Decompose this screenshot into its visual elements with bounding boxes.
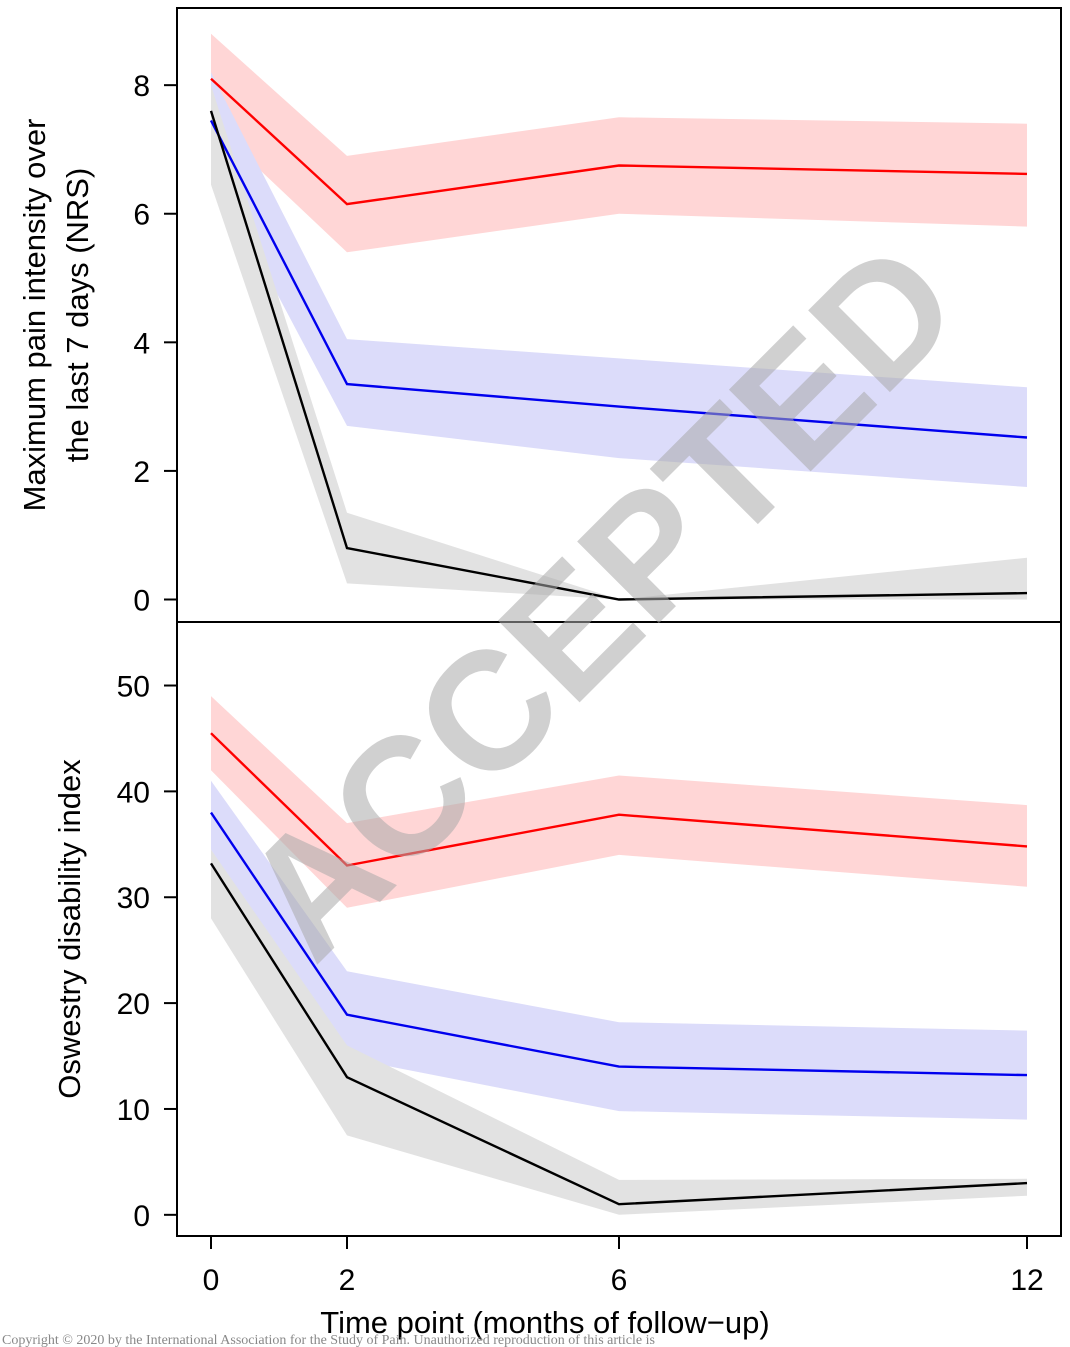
x-axis: 0 2 6 12 [203, 1235, 1044, 1297]
series-line-1 [209, 119, 1028, 439]
series-line-1 [210, 811, 1028, 1077]
series-line-2 [209, 110, 1028, 601]
x-axis-title: Time point (months of follow−up) [320, 1305, 769, 1340]
series-line-2 [209, 862, 1028, 1206]
y-axis-title: the last 7 days (NRS) [60, 168, 95, 463]
y-tick-label: 20 [117, 988, 150, 1021]
y-tick-label: 0 [133, 584, 150, 617]
ci-band-series-2 [211, 849, 1027, 1215]
y-tick-label: 50 [117, 671, 150, 704]
y-tick-label: 4 [133, 327, 150, 360]
y-tick-label: 6 [133, 199, 150, 232]
pain-intensity-panel: 0 2 4 6 8 Maximum pain intensity over the last… [17, 7, 1062, 623]
ci-band-series-1 [211, 72, 1027, 488]
series-line-0 [210, 732, 1028, 867]
y-tick-label: 0 [133, 1200, 150, 1233]
ci-band-series-0 [211, 33, 1027, 253]
y-tick-label: 10 [117, 1094, 150, 1127]
y-tick-label: 2 [133, 456, 150, 489]
x-tick-label: 12 [1010, 1264, 1043, 1297]
y-axis-title: Maximum pain intensity over [17, 119, 52, 512]
y-tick-label: 8 [133, 70, 150, 103]
y-tick-label: 40 [117, 776, 150, 809]
series-line-0 [210, 77, 1028, 206]
oswestry-panel: 0 10 20 30 40 50 Oswestry disability index [52, 621, 1062, 1237]
ci-band-series-1 [211, 780, 1027, 1120]
x-tick-label: 6 [611, 1264, 628, 1297]
ci-band-series-0 [211, 696, 1027, 908]
x-tick-label: 0 [203, 1264, 220, 1297]
x-tick-label: 2 [339, 1264, 356, 1297]
y-axis-title: Oswestry disability index [52, 759, 87, 1099]
y-tick-label: 30 [117, 882, 150, 915]
copyright-notice: Copyright © 2020 by the International As… [2, 1333, 655, 1347]
